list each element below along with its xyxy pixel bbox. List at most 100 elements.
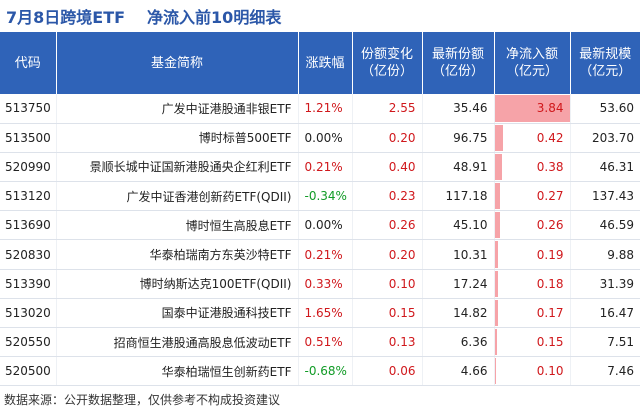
cell-name: 华泰柏瑞南方东英沙特ETF — [56, 239, 299, 270]
title-subtitle: 净流入前10明细表 — [147, 8, 282, 27]
header-name: 基金简称 — [56, 32, 299, 94]
cell-code: 520990 — [0, 152, 57, 183]
cell-share-change: 0.13 — [352, 327, 423, 358]
cell-change: -0.68% — [298, 356, 353, 387]
cell-latest-share: 10.31 — [422, 239, 495, 270]
cell-net-inflow: 0.17 — [494, 298, 571, 329]
table-row: 520550 招商恒生港股通高股息低波动ETF 0.51% 0.13 6.36 0.15 7… — [0, 327, 640, 358]
net-inflow-value: 0.18 — [536, 276, 564, 291]
cell-net-inflow: 0.27 — [494, 181, 571, 212]
cell-latest-share: 17.24 — [422, 269, 495, 299]
cell-latest-share: 6.36 — [422, 327, 495, 358]
header-change: 涨跌幅 — [298, 32, 353, 94]
cell-share-change: 0.06 — [352, 356, 423, 387]
cell-change: 0.00% — [298, 210, 353, 241]
cell-change: 1.65% — [298, 298, 353, 329]
table-row: 520990 景顺长城中证国新港股通央企红利ETF 0.21% 0.40 48.91 0.… — [0, 152, 640, 183]
cell-latest-size: 53.60 — [570, 94, 640, 124]
net-inflow-bar — [494, 299, 498, 326]
cell-net-inflow: 0.26 — [494, 210, 571, 241]
cell-name: 招商恒生港股通高股息低波动ETF — [56, 327, 299, 358]
net-inflow-bar — [494, 183, 500, 210]
cell-latest-share: 45.10 — [422, 210, 495, 241]
cell-share-change: 0.20 — [352, 123, 423, 153]
net-inflow-bar — [494, 153, 502, 181]
cell-change: -0.34% — [298, 181, 353, 212]
net-inflow-value: 0.17 — [536, 305, 564, 320]
cell-name: 华泰柏瑞恒生创新药ETF — [56, 356, 299, 387]
net-inflow-value: 3.84 — [536, 101, 564, 116]
cell-latest-size: 46.59 — [570, 210, 640, 241]
cell-net-inflow: 3.84 — [494, 94, 571, 124]
cell-share-change: 0.10 — [352, 269, 423, 299]
net-inflow-bar — [494, 270, 499, 297]
table-row: 513120 广发中证香港创新药ETF(QDII) -0.34% 0.23 117.18… — [0, 181, 640, 212]
title-bar: 7月8日跨境ETF 净流入前10明细表 — [0, 0, 640, 32]
net-inflow-bar — [494, 212, 500, 239]
header-latest-size: 最新规模 （亿元） — [570, 32, 640, 94]
header-code: 代码 — [0, 32, 57, 94]
net-inflow-value: 0.38 — [536, 159, 564, 174]
table-body: 513750 广发中证港股通非银ETF 1.21% 2.55 35.46 3.84 53.6… — [0, 94, 640, 387]
cell-name: 博时恒生高股息ETF — [56, 210, 299, 241]
cell-net-inflow: 0.38 — [494, 152, 571, 183]
cell-net-inflow: 0.19 — [494, 239, 571, 270]
cell-share-change: 0.40 — [352, 152, 423, 183]
cell-change: 0.21% — [298, 152, 353, 183]
cell-name: 景顺长城中证国新港股通央企红利ETF — [56, 152, 299, 183]
cell-share-change: 2.55 — [352, 94, 423, 124]
table-row: 520500 华泰柏瑞恒生创新药ETF -0.68% 0.06 4.66 0.10 7.46 — [0, 356, 640, 387]
net-inflow-bar — [494, 241, 499, 268]
footer-source: 数据来源：公开数据整理，仅供参考不构成投资建议 — [4, 393, 281, 407]
table-row: 513750 广发中证港股通非银ETF 1.21% 2.55 35.46 3.84 53.6… — [0, 94, 640, 124]
cell-net-inflow: 0.10 — [494, 356, 571, 387]
net-inflow-bar — [494, 329, 498, 356]
cell-change: 1.21% — [298, 94, 353, 124]
cell-latest-share: 14.82 — [422, 298, 495, 329]
cell-latest-share: 96.75 — [422, 123, 495, 153]
cell-name: 国泰中证港股通科技ETF — [56, 298, 299, 329]
cell-code: 513390 — [0, 269, 57, 299]
cell-latest-size: 203.70 — [570, 123, 640, 153]
cell-net-inflow: 0.18 — [494, 269, 571, 299]
cell-code: 520500 — [0, 356, 57, 387]
table-row: 513020 国泰中证港股通科技ETF 1.65% 0.15 14.82 0.17 16.4… — [0, 298, 640, 329]
table-row: 513390 博时纳斯达克100ETF(QDII) 0.33% 0.10 17.24 0.… — [0, 269, 640, 299]
cell-net-inflow: 0.15 — [494, 327, 571, 358]
cell-code: 520550 — [0, 327, 57, 358]
header-net-inflow: 净流入额 （亿元） — [494, 32, 571, 94]
cell-latest-size: 7.51 — [570, 327, 640, 358]
net-inflow-value: 0.10 — [536, 364, 564, 379]
etf-inflow-table: 代码 基金简称 涨跌幅 份额变化 （亿份） 最新份额 （亿份） 净流入额 （亿元） 最… — [0, 32, 640, 387]
cell-latest-size: 46.31 — [570, 152, 640, 183]
cell-change: 0.33% — [298, 269, 353, 299]
net-inflow-value: 0.42 — [536, 130, 564, 145]
cell-share-change: 0.26 — [352, 210, 423, 241]
cell-latest-share: 117.18 — [422, 181, 495, 212]
cell-change: 0.21% — [298, 239, 353, 270]
cell-code: 520830 — [0, 239, 57, 270]
cell-share-change: 0.20 — [352, 239, 423, 270]
cell-share-change: 0.23 — [352, 181, 423, 212]
cell-code: 513750 — [0, 94, 57, 124]
cell-latest-size: 31.39 — [570, 269, 640, 299]
cell-net-inflow: 0.42 — [494, 123, 571, 153]
table-header-row: 代码 基金简称 涨跌幅 份额变化 （亿份） 最新份额 （亿份） 净流入额 （亿元） 最… — [0, 32, 640, 94]
table-row: 513690 博时恒生高股息ETF 0.00% 0.26 45.10 0.26 46.59 — [0, 210, 640, 241]
net-inflow-value: 0.19 — [536, 247, 564, 262]
cell-latest-share: 48.91 — [422, 152, 495, 183]
title-date: 7月8日跨境ETF — [6, 8, 126, 27]
cell-name: 博时标普500ETF — [56, 123, 299, 153]
cell-code: 513500 — [0, 123, 57, 153]
net-inflow-bar — [494, 95, 569, 122]
cell-latest-size: 9.88 — [570, 239, 640, 270]
cell-latest-share: 4.66 — [422, 356, 495, 387]
net-inflow-value: 0.15 — [536, 335, 564, 350]
cell-code: 513120 — [0, 181, 57, 212]
cell-latest-size: 137.43 — [570, 181, 640, 212]
table-row: 513500 博时标普500ETF 0.00% 0.20 96.75 0.42 203.70 — [0, 123, 640, 153]
cell-latest-size: 16.47 — [570, 298, 640, 329]
cell-change: 0.51% — [298, 327, 353, 358]
cell-name: 广发中证港股通非银ETF — [56, 94, 299, 124]
cell-share-change: 0.15 — [352, 298, 423, 329]
